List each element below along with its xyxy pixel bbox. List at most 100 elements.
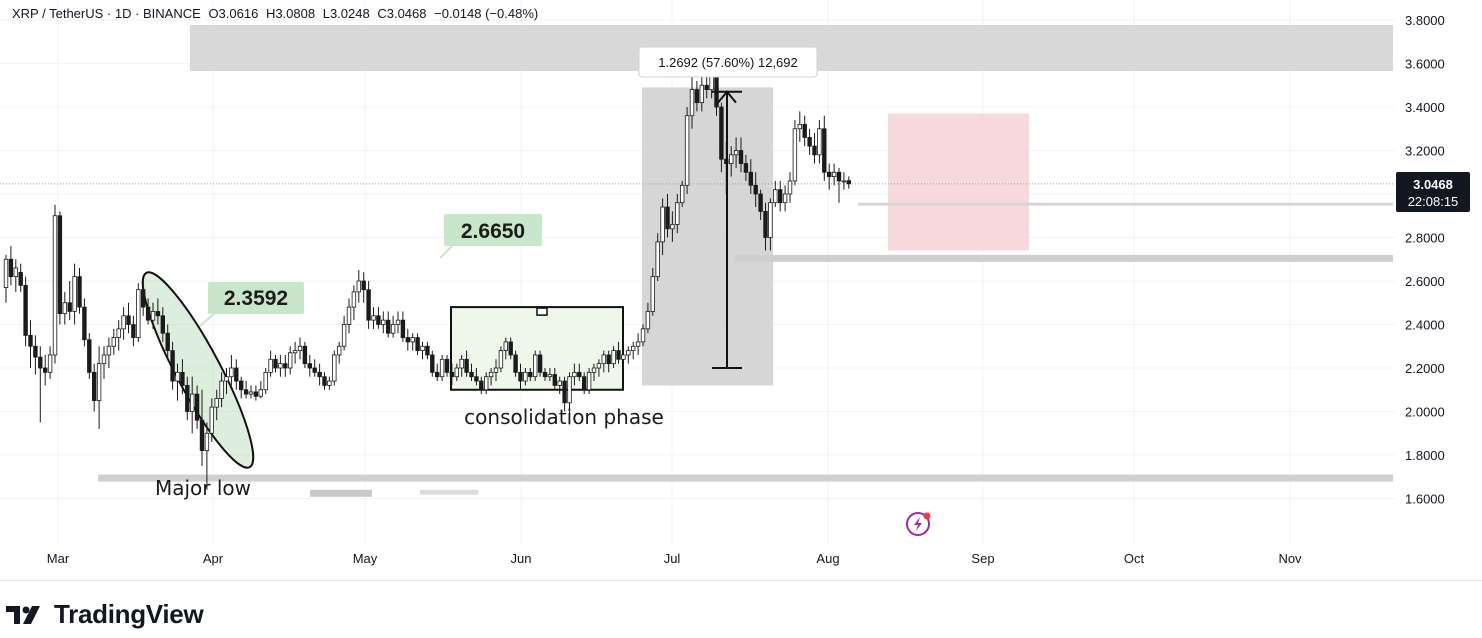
y-tick-label: 1.8000: [1405, 448, 1445, 463]
candle-body: [175, 371, 180, 382]
candle-body: [748, 171, 753, 186]
candle-body: [224, 376, 229, 382]
candle-body: [145, 306, 151, 321]
candle-body: [518, 371, 523, 382]
candle-body: [846, 180, 851, 185]
candle-body: [743, 163, 749, 173]
candle-body: [469, 371, 474, 378]
candle-body: [28, 334, 33, 347]
candle-body: [189, 393, 195, 412]
last-price-badge: 3.0468 22:08:15: [1396, 172, 1470, 212]
candle-body: [753, 184, 758, 195]
candle-body: [420, 345, 425, 351]
candle-body: [626, 350, 631, 356]
price-change: −0.0148 (−0.48%): [434, 6, 539, 21]
consolidation-label: consolidation phase: [464, 405, 664, 429]
candle-body: [150, 311, 156, 321]
candle-body: [827, 171, 832, 177]
candle-body: [38, 356, 43, 369]
candle-body: [841, 180, 847, 183]
candle-body: [106, 345, 112, 356]
candle-body: [459, 358, 464, 369]
candle-body: [807, 137, 812, 147]
candle-body: [400, 319, 406, 338]
candle-body: [356, 280, 361, 293]
candle-body: [631, 345, 636, 351]
candle-body: [464, 358, 469, 373]
mid-level-line: [858, 202, 1393, 206]
label-pointer-1: [199, 313, 215, 327]
measure-label[interactable]: 1.2692 (57.60%) 12,692: [638, 46, 818, 78]
label-pointer-2: [439, 245, 453, 259]
candle-body: [425, 345, 430, 356]
candlestick-chart[interactable]: 3.80003.60003.40003.20003.00002.80002.60…: [0, 0, 1482, 580]
candle-body: [704, 84, 709, 90]
y-tick-label: 3.8000: [1405, 13, 1445, 28]
major-low-line: [98, 474, 1393, 482]
candle-body: [366, 289, 371, 321]
candle-body: [802, 124, 807, 138]
candle-body: [234, 367, 239, 382]
candle-body: [302, 345, 308, 365]
candle-body: [317, 371, 322, 378]
candle-body: [675, 202, 680, 225]
candle-body: [577, 371, 582, 378]
candle-body: [773, 189, 778, 204]
candle-body: [238, 380, 244, 391]
y-tick-label: 1.6000: [1405, 492, 1445, 507]
candle-body: [694, 89, 700, 104]
candle-body: [62, 302, 67, 315]
candle-body: [449, 371, 455, 378]
svg-text:2.6650: 2.6650: [461, 220, 525, 243]
candle-body: [292, 350, 298, 354]
candle-body: [43, 367, 48, 373]
candle-body: [547, 374, 553, 378]
svg-text:1.2692 (57.60%) 12,692: 1.2692 (57.60%) 12,692: [658, 55, 798, 70]
candle-body: [297, 345, 303, 351]
support-line: [735, 254, 1393, 262]
price-axis: 3.80003.60003.40003.20003.00002.80002.60…: [1405, 13, 1445, 507]
ohlc-high: H3.0808: [265, 6, 316, 21]
candle-body: [542, 371, 548, 378]
candle-body: [219, 380, 224, 399]
candle-body: [572, 371, 577, 378]
measure-arrow-head: [717, 90, 737, 104]
candle-body: [121, 315, 126, 330]
candle-body: [307, 363, 312, 369]
candle-body: [96, 363, 102, 402]
candle-body: [782, 193, 788, 204]
lightning-icon[interactable]: [906, 512, 931, 536]
candle-body: [552, 374, 557, 386]
major-low-label: Major low: [155, 476, 251, 500]
label-2-3592[interactable]: 2.3592: [208, 282, 304, 314]
candle-body: [243, 389, 249, 395]
drawings-layer: [199, 90, 742, 369]
candle-body: [92, 371, 97, 402]
candle-body: [229, 367, 234, 378]
candle-body: [503, 341, 508, 351]
candle-body: [689, 89, 695, 117]
candle-body: [165, 332, 170, 352]
candle-body: [273, 358, 278, 369]
y-tick-label: 2.2000: [1405, 361, 1445, 376]
candle-body: [194, 393, 200, 421]
candle-body: [523, 371, 528, 382]
symbol-legend: XRP / TetherUS · 1D · BINANCE O3.0616 H3…: [12, 6, 542, 21]
label-2-6650[interactable]: 2.6650: [444, 214, 542, 246]
candle-body: [248, 391, 254, 395]
box-handle: [536, 307, 548, 316]
candle-body: [322, 376, 327, 386]
candle-body: [606, 354, 611, 365]
candle-body: [488, 371, 494, 378]
candle-body: [454, 367, 459, 378]
candle-body: [567, 376, 572, 404]
candle-body: [483, 376, 489, 391]
x-tick-label: Jul: [664, 551, 681, 566]
candle-body: [611, 350, 616, 365]
candle-body: [341, 324, 347, 347]
chart-area[interactable]: 3.80003.60003.40003.20003.00002.80002.60…: [0, 0, 1482, 581]
candle-body: [332, 354, 337, 382]
candle-body: [439, 358, 445, 378]
candle-body: [650, 276, 655, 312]
candle-body: [160, 315, 165, 334]
